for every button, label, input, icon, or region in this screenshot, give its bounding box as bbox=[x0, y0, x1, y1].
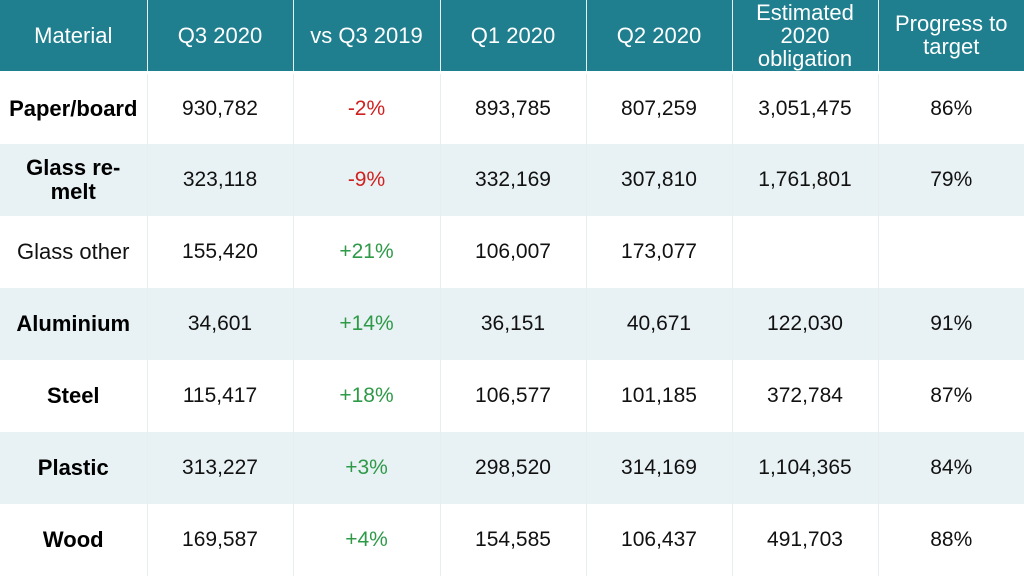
cell-q3-2020: 323,118 bbox=[147, 144, 294, 216]
cell-q3-2020: 115,417 bbox=[147, 360, 294, 432]
table-row: Aluminium 34,601 +14% 36,151 40,671 122,… bbox=[0, 288, 1024, 360]
header-vs-q3-2019: vs Q3 2019 bbox=[293, 0, 441, 74]
cell-q2-2020: 101,185 bbox=[586, 360, 733, 432]
cell-vs-q3-2019: +21% bbox=[293, 216, 441, 288]
cell-material: Wood bbox=[0, 504, 148, 576]
cell-q2-2020: 106,437 bbox=[586, 504, 733, 576]
cell-material: Aluminium bbox=[0, 288, 148, 360]
cell-material: Glass re-melt bbox=[0, 144, 148, 216]
cell-q3-2020: 930,782 bbox=[147, 72, 294, 144]
cell-vs-q3-2019: +18% bbox=[293, 360, 441, 432]
cell-obligation: 122,030 bbox=[732, 288, 879, 360]
cell-progress bbox=[878, 216, 1024, 288]
cell-q3-2020: 313,227 bbox=[147, 432, 294, 504]
cell-vs-q3-2019: +14% bbox=[293, 288, 441, 360]
cell-obligation: 1,104,365 bbox=[732, 432, 879, 504]
cell-vs-q3-2019: -9% bbox=[293, 144, 441, 216]
cell-material: Paper/board bbox=[0, 72, 148, 144]
header-row: Material Q3 2020 vs Q3 2019 Q1 2020 Q2 2… bbox=[0, 0, 1024, 74]
cell-progress: 84% bbox=[878, 432, 1024, 504]
cell-progress: 86% bbox=[878, 72, 1024, 144]
table-row: Glass re-melt 323,118 -9% 332,169 307,81… bbox=[0, 144, 1024, 216]
header-q2-2020: Q2 2020 bbox=[586, 0, 733, 74]
table-row: Paper/board 930,782 -2% 893,785 807,259 … bbox=[0, 72, 1024, 144]
cell-q1-2020: 332,169 bbox=[440, 144, 587, 216]
cell-q2-2020: 173,077 bbox=[586, 216, 733, 288]
cell-q2-2020: 807,259 bbox=[586, 72, 733, 144]
header-progress-to-target: Progress to target bbox=[878, 0, 1024, 74]
header-q1-2020: Q1 2020 bbox=[440, 0, 587, 74]
cell-q1-2020: 893,785 bbox=[440, 72, 587, 144]
cell-obligation bbox=[732, 216, 879, 288]
cell-vs-q3-2019: +4% bbox=[293, 504, 441, 576]
cell-q3-2020: 155,420 bbox=[147, 216, 294, 288]
cell-material: Steel bbox=[0, 360, 148, 432]
cell-q2-2020: 307,810 bbox=[586, 144, 733, 216]
cell-q3-2020: 34,601 bbox=[147, 288, 294, 360]
cell-progress: 87% bbox=[878, 360, 1024, 432]
cell-q1-2020: 106,577 bbox=[440, 360, 587, 432]
cell-q1-2020: 36,151 bbox=[440, 288, 587, 360]
cell-vs-q3-2019: -2% bbox=[293, 72, 441, 144]
cell-q2-2020: 314,169 bbox=[586, 432, 733, 504]
table-row: Wood 169,587 +4% 154,585 106,437 491,703… bbox=[0, 504, 1024, 576]
cell-obligation: 491,703 bbox=[732, 504, 879, 576]
cell-q1-2020: 154,585 bbox=[440, 504, 587, 576]
cell-q3-2020: 169,587 bbox=[147, 504, 294, 576]
table-row: Glass other 155,420 +21% 106,007 173,077 bbox=[0, 216, 1024, 288]
cell-material: Plastic bbox=[0, 432, 148, 504]
cell-progress: 79% bbox=[878, 144, 1024, 216]
header-q3-2020: Q3 2020 bbox=[147, 0, 294, 74]
cell-progress: 88% bbox=[878, 504, 1024, 576]
cell-obligation: 3,051,475 bbox=[732, 72, 879, 144]
table-row: Plastic 313,227 +3% 298,520 314,169 1,10… bbox=[0, 432, 1024, 504]
header-estimated-obligation: Estimated 2020 obligation bbox=[732, 0, 879, 74]
cell-q2-2020: 40,671 bbox=[586, 288, 733, 360]
cell-q1-2020: 106,007 bbox=[440, 216, 587, 288]
cell-obligation: 372,784 bbox=[732, 360, 879, 432]
cell-progress: 91% bbox=[878, 288, 1024, 360]
cell-obligation: 1,761,801 bbox=[732, 144, 879, 216]
cell-material: Glass other bbox=[0, 216, 148, 288]
cell-q1-2020: 298,520 bbox=[440, 432, 587, 504]
cell-vs-q3-2019: +3% bbox=[293, 432, 441, 504]
table-row: Steel 115,417 +18% 106,577 101,185 372,7… bbox=[0, 360, 1024, 432]
header-material: Material bbox=[0, 0, 148, 74]
